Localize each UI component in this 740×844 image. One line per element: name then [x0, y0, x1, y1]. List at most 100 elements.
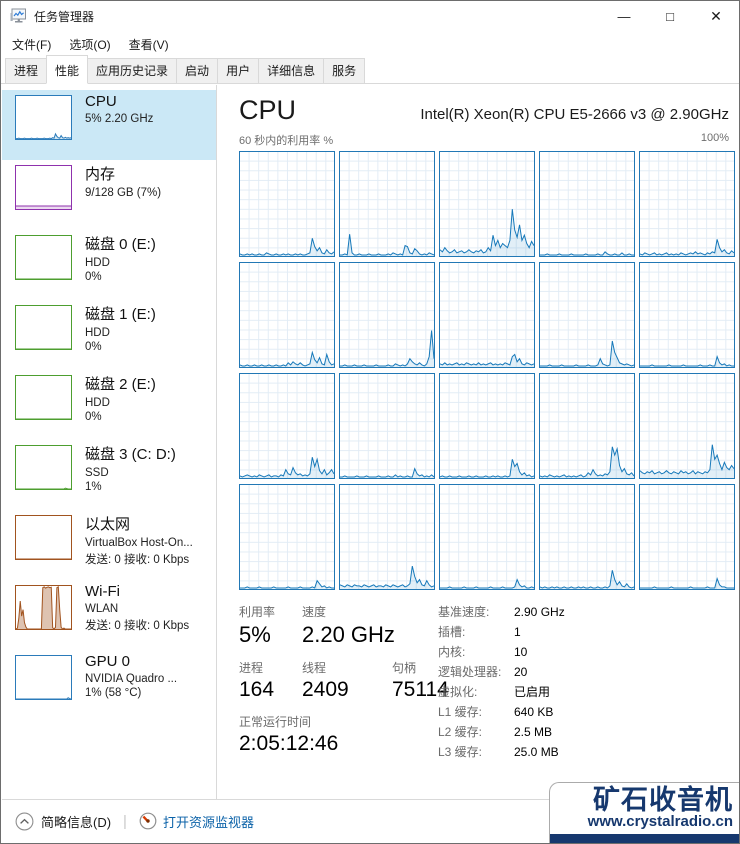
close-button[interactable]: ✕ — [710, 7, 722, 24]
core-usage-chart-core12 — [339, 373, 435, 479]
stat-row-4: 虚拟化: 已启用 — [438, 685, 732, 699]
stat-value: 640 KB — [514, 705, 554, 719]
stat-value: 1 — [514, 625, 521, 639]
core-usage-chart-core07 — [339, 262, 435, 368]
sidebar-item-title: 磁盘 2 (E:) — [85, 376, 156, 393]
cpu-stats-right: 基准速度: 2.90 GHz 插槽: 1 内核: 10 逻辑处理器: 20 虚拟化: 已启用 L1 … — [438, 603, 732, 765]
sidebar-item-line2: NVIDIA Quadro ... — [85, 672, 178, 685]
maximize-button[interactable]: □ — [666, 8, 674, 24]
resource-monitor-label: 打开资源监视器 — [162, 814, 254, 830]
sidebar-item-gpu[interactable]: GPU 0 NVIDIA Quadro ... 1% (58 °C) — [2, 650, 216, 720]
watermark-bar — [550, 834, 739, 843]
tab-bar: 进程 性能 应用历史记录 启动 用户 详细信息 服务 — [1, 55, 739, 84]
menu-bar: 文件(F) 选项(O) 查看(V) — [1, 31, 739, 57]
core-usage-chart-core01 — [239, 151, 335, 257]
threads-label: 线程 — [302, 661, 327, 675]
sidebar-item-ethernet[interactable]: 以太网 VirtualBox Host-On... 发送: 0 接收: 0 Kbps — [2, 510, 216, 580]
sidebar-item-text: 磁盘 0 (E:) HDD 0% — [85, 233, 156, 283]
speed-value: 2.20 GHz — [302, 622, 395, 647]
wifi-mini-chart — [15, 585, 72, 630]
cpu-stats: 利用率 5% 速度 2.20 GHz 进程 164 — [239, 603, 732, 765]
sidebar-item-text: GPU 0 NVIDIA Quadro ... 1% (58 °C) — [85, 653, 177, 699]
threads-value: 2409 — [302, 678, 349, 701]
cpu-mini-chart — [15, 95, 72, 140]
sidebar-item-line3: 0% — [85, 341, 102, 353]
open-resource-monitor-link[interactable]: 打开资源监视器 — [139, 812, 254, 831]
stat-row-7: L3 缓存: 25.0 MB — [438, 745, 732, 759]
sidebar-item-text: 磁盘 3 (C: D:) SSD 1% — [85, 443, 176, 493]
tab-3[interactable]: 启动 — [176, 58, 219, 83]
sidebar-item-memory[interactable]: 内存 9/128 GB (7%) — [2, 160, 216, 230]
core-usage-chart-core05 — [639, 151, 735, 257]
gpu-mini-chart — [15, 655, 72, 700]
cpu-stats-left: 利用率 5% 速度 2.20 GHz 进程 164 — [239, 603, 449, 765]
uptime-label: 正常运行时间 — [239, 715, 312, 729]
tab-1[interactable]: 性能 — [46, 55, 89, 84]
core-usage-chart-core19 — [539, 484, 635, 590]
memory-mini-chart — [15, 165, 72, 210]
disk2-mini-chart — [15, 375, 72, 420]
core-usage-chart-core03 — [439, 151, 535, 257]
tab-4[interactable]: 用户 — [217, 58, 260, 83]
sidebar-item-text: 内存 9/128 GB (7%) — [85, 163, 161, 199]
core-usage-chart-core16 — [239, 484, 335, 590]
handles-value: 75114 — [392, 678, 449, 701]
watermark-url: www.crystalradio.cn — [587, 813, 733, 830]
sidebar-item-text: Wi-Fi WLAN 发送: 0 接收: 0 Kbps — [85, 583, 189, 633]
axis-label-right: 100% — [700, 132, 729, 144]
statusbar-separator: | — [123, 812, 127, 830]
sidebar-item-line3: 1% — [85, 481, 102, 493]
sidebar-item-text: 磁盘 2 (E:) HDD 0% — [85, 373, 156, 423]
tab-5[interactable]: 详细信息 — [258, 58, 325, 83]
disk0-mini-chart — [15, 235, 72, 280]
cpu-model-name: Intel(R) Xeon(R) CPU E5-2666 v3 @ 2.90GH… — [420, 106, 729, 123]
sidebar-item-line3: 1% (58 °C) — [85, 687, 142, 699]
watermark-title: 矿石收音机 — [593, 785, 733, 815]
stat-value: 2.90 GHz — [514, 605, 565, 619]
speed-label: 速度 — [302, 605, 327, 619]
stat-label: 插槽: — [438, 625, 466, 639]
core-usage-chart-core02 — [339, 151, 435, 257]
fewer-details-button[interactable]: 简略信息(D) — [15, 812, 111, 831]
sidebar-item-line2: WLAN — [85, 602, 119, 615]
sidebar-item-disk2[interactable]: 磁盘 2 (E:) HDD 0% — [2, 370, 216, 440]
utilization-label: 利用率 — [239, 605, 276, 619]
stat-label: L2 缓存: — [438, 725, 483, 739]
core-usage-chart-core04 — [539, 151, 635, 257]
utilization-value: 5% — [239, 622, 271, 647]
sidebar-item-disk0[interactable]: 磁盘 0 (E:) HDD 0% — [2, 230, 216, 300]
menu-item-0[interactable]: 文件(F) — [12, 37, 52, 52]
sidebar-item-line3: 0% — [85, 411, 102, 423]
sidebar-item-disk1[interactable]: 磁盘 1 (E:) HDD 0% — [2, 300, 216, 370]
sidebar-item-title: 以太网 — [85, 516, 131, 533]
menu-item-2[interactable]: 查看(V) — [128, 37, 169, 52]
menu-item-1[interactable]: 选项(O) — [69, 37, 111, 52]
content-area: CPU 5% 2.20 GHz 内存 9/128 GB (7%) 磁盘 0 (E:) HD… — [2, 85, 738, 799]
sidebar-item-line3: 0% — [85, 271, 102, 283]
page-title: CPU — [239, 95, 297, 125]
sidebar-item-disk3[interactable]: 磁盘 3 (C: D:) SSD 1% — [2, 440, 216, 510]
sidebar-item-line2: HDD — [85, 326, 110, 339]
minimize-button[interactable]: — — [617, 8, 631, 24]
sidebar-item-title: GPU 0 — [85, 653, 131, 670]
titlebar: 任务管理器 — □ ✕ — [1, 1, 739, 31]
sidebar-item-wifi[interactable]: Wi-Fi WLAN 发送: 0 接收: 0 Kbps — [2, 580, 216, 650]
tab-0[interactable]: 进程 — [5, 58, 48, 83]
per-core-usage-grid — [239, 151, 735, 590]
fewer-details-label: 简略信息(D) — [41, 814, 112, 830]
tab-6[interactable]: 服务 — [323, 58, 366, 83]
sidebar-item-line3: 发送: 0 接收: 0 Kbps — [85, 620, 190, 632]
sidebar-item-text: 磁盘 1 (E:) HDD 0% — [85, 303, 156, 353]
tab-2[interactable]: 应用历史记录 — [87, 58, 178, 83]
sidebar-item-line2: VirtualBox Host-On... — [85, 536, 193, 549]
sidebar-item-cpu[interactable]: CPU 5% 2.20 GHz — [2, 90, 216, 160]
sidebar-item-title: 磁盘 0 (E:) — [85, 236, 156, 253]
stat-value: 10 — [514, 645, 528, 659]
sidebar-item-line2: 5% 2.20 GHz — [85, 112, 154, 125]
core-usage-chart-core20 — [639, 484, 735, 590]
stat-value: 2.5 MB — [514, 725, 553, 739]
chevron-up-circle-icon — [15, 812, 34, 830]
stat-row-5: L1 缓存: 640 KB — [438, 705, 732, 719]
cpu-detail-pane: CPU Intel(R) Xeon(R) CPU E5-2666 v3 @ 2.… — [217, 85, 738, 799]
core-usage-chart-core13 — [439, 373, 535, 479]
